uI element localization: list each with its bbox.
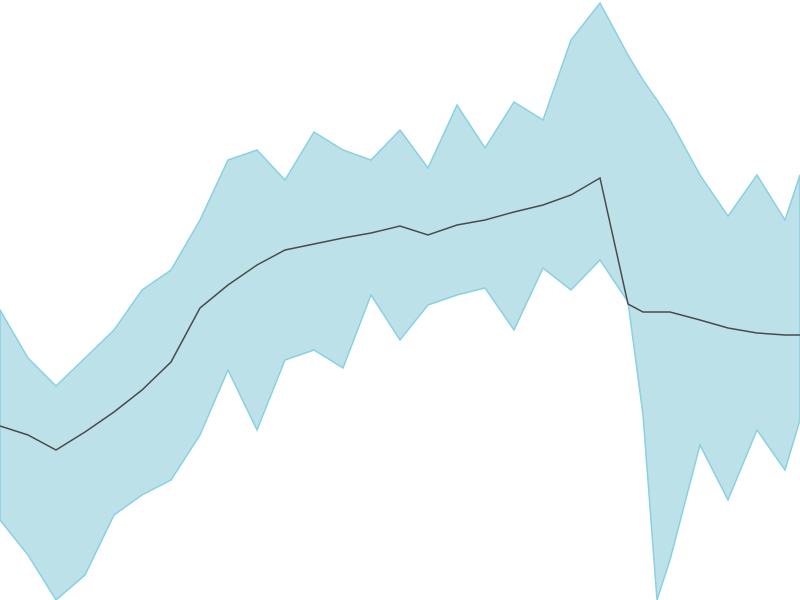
- band-line-chart: [0, 0, 800, 600]
- confidence-band: [0, 3, 800, 600]
